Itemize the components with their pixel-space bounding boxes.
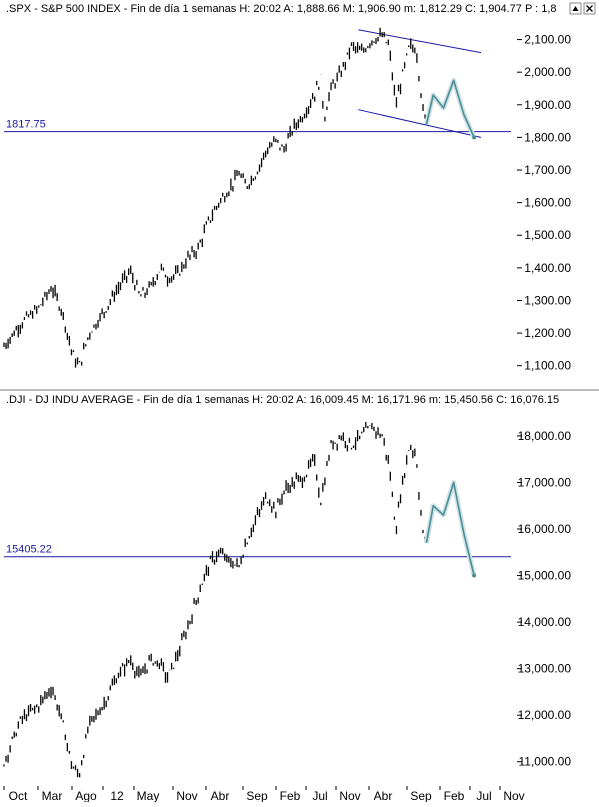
y-tick-label: 13,000.00 [518,662,572,676]
reference-line-label: 1817.75 [6,119,46,131]
x-tick-label: Feb [444,789,465,802]
spx-panel: 1,100.00 1,200.00 1,300.00 1,400.00 1,500.00… [3,27,571,373]
y-tick-label: 1,500.00 [524,228,571,242]
y-tick-label: 1,900.00 [524,98,571,112]
projection-endpoint [472,135,477,140]
channel-upper-line [358,29,482,54]
x-tick-label: Nov [176,789,197,802]
x-tick-label: Mar [42,789,63,802]
x-tick-label: Abr [374,789,393,802]
channel-lower-line [358,109,482,138]
x-tick-label: Nov [339,789,360,802]
y-tick-label: 1,700.00 [524,163,571,177]
projection-path [425,79,475,138]
y-tick-label: 2,100.00 [524,33,571,47]
y-tick-label: 1,200.00 [524,326,571,340]
y-tick-label: 18,000.00 [518,429,572,443]
reference-line-label: 15405.22 [6,544,52,556]
x-axis: Oct Mar Ago 12 May Nov Abr Sep Feb Jul Nov Abr Sep Fe… [3,786,525,803]
y-tick-label: 1,400.00 [524,261,571,275]
y-tick-label: 16,000.00 [518,522,572,536]
y-tick-label: 1,100.00 [524,359,571,373]
y-tick-label: 1,600.00 [524,196,571,210]
x-tick-label: 12 [110,789,124,802]
spx-header-text: .SPX - S&P 500 INDEX - Fin de día 1 sema… [6,3,557,15]
x-tick-label: May [137,789,160,802]
x-tick-label: Jul [312,789,327,802]
y-tick-label: 17,000.00 [518,475,572,489]
projection-path [425,481,475,576]
x-tick-label: Abr [211,789,230,802]
y-tick-label: 12,000.00 [518,708,572,722]
up-arrow-icon-glyph [572,6,579,11]
x-tick-label: Nov [503,789,524,802]
y-tick-label: 15,000.00 [518,569,572,583]
projection-endpoint [472,573,477,578]
close-icon-glyph [586,5,593,12]
panel-1-header: .SPX - S&P 500 INDEX - Fin de día 1 sema… [6,2,596,15]
x-tick-label: Sep [410,789,432,802]
x-tick-label: Ago [75,789,97,802]
dji-header-text: .DJI - DJ INDU AVERAGE - Fin de día 1 se… [6,394,559,406]
panel-2-header: .DJI - DJ INDU AVERAGE - Fin de día 1 se… [6,394,559,406]
x-tick-label: Sep [246,789,268,802]
dji-panel: 11,000.00 12,000.00 13,000.00 14,000.00 15,0… [3,421,572,778]
x-tick-label: Feb [280,789,301,802]
y-tick-label: 1,800.00 [524,130,571,144]
x-tick-label: Jul [476,789,491,802]
x-tick-label: Oct [9,789,28,802]
y-tick-label: 2,000.00 [524,65,571,79]
y-tick-label: 11,000.00 [519,755,572,769]
y-tick-label: 14,000.00 [518,615,572,629]
y-tick-label: 1,300.00 [524,293,571,307]
